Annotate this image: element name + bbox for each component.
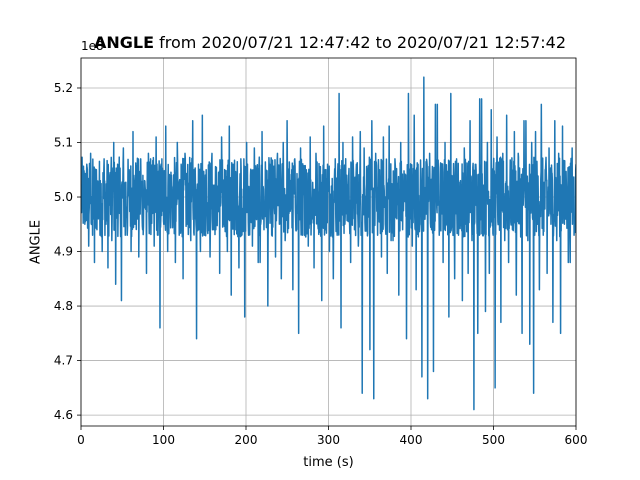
- y-tick-label: 5.1: [54, 136, 73, 150]
- y-tick-label: 5.2: [54, 81, 73, 95]
- y-offset-label: 1e8: [81, 39, 104, 53]
- chart-title-bold: ANGLE: [93, 33, 155, 52]
- x-tick-label: 600: [565, 433, 588, 447]
- x-axis-label: time (s): [303, 455, 354, 470]
- x-tick-label: 400: [400, 433, 423, 447]
- y-tick-label: 4.6: [54, 408, 73, 422]
- y-tick-label: 5.0: [54, 190, 73, 204]
- chart-title: ANGLE from 2020/07/21 12:47:42 to 2020/0…: [0, 33, 640, 52]
- x-tick-label: 200: [235, 433, 258, 447]
- chart-title-rest: from 2020/07/21 12:47:42 to 2020/07/21 1…: [159, 33, 566, 52]
- y-tick-label: 4.9: [54, 245, 73, 259]
- x-tick-label: 500: [482, 433, 505, 447]
- y-tick-label: 4.7: [54, 354, 73, 368]
- y-axis-label: ANGLE: [28, 219, 44, 265]
- tick-marks: 0 100 200 300 400 500 600 4.6 4.7 4.8 4.9 5.0 5.1 5.2: [54, 81, 588, 447]
- series-angle: [81, 76, 576, 411]
- x-tick-label: 100: [152, 433, 175, 447]
- x-tick-label: 0: [77, 433, 85, 447]
- x-tick-label: 300: [317, 433, 340, 447]
- y-tick-label: 4.8: [54, 299, 73, 313]
- series-line: [81, 76, 576, 411]
